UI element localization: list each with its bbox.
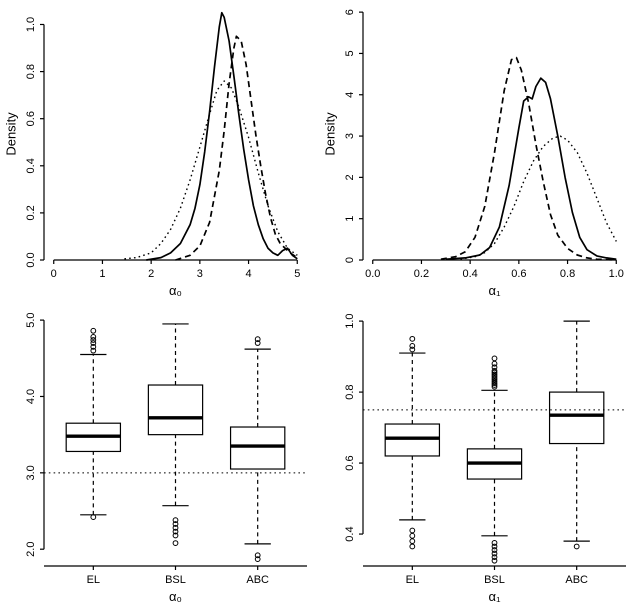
- boxplot-alpha0-canvas: 2.0 3.0 4.0 5.0 EL BSL ABC α₀: [25, 312, 307, 604]
- svg-text:0.4: 0.4: [25, 158, 37, 173]
- svg-text:α₀: α₀: [169, 589, 182, 604]
- svg-text:1: 1: [99, 268, 105, 280]
- svg-text:0: 0: [51, 268, 57, 280]
- density-panel-alpha0: 0.0 0.2 0.4 0.6 0.8 1.0 0 1 2 3 4 5 α₀ Density: [0, 0, 319, 306]
- svg-text:Density: Density: [4, 112, 19, 156]
- svg-text:3: 3: [344, 133, 356, 139]
- svg-text:5: 5: [344, 50, 356, 56]
- svg-text:2: 2: [344, 174, 356, 180]
- boxplot-panel-alpha0: 2.0 3.0 4.0 5.0 EL BSL ABC α₀: [0, 306, 319, 612]
- svg-text:0.6: 0.6: [25, 111, 37, 126]
- svg-text:1: 1: [344, 216, 356, 222]
- svg-text:6: 6: [344, 9, 356, 15]
- svg-text:EL: EL: [87, 574, 100, 586]
- svg-text:1.0: 1.0: [25, 17, 37, 32]
- svg-text:0.6: 0.6: [511, 268, 526, 280]
- svg-text:α₁: α₁: [489, 283, 502, 298]
- svg-text:α₀: α₀: [169, 283, 182, 298]
- svg-text:α₁: α₁: [489, 589, 502, 604]
- density-panel-alpha1: 0 1 2 3 4 5 6 0.0 0.2 0.4 0.6 0.8 1.0 α₁ Density: [319, 0, 638, 306]
- svg-text:3.0: 3.0: [25, 465, 37, 480]
- svg-text:0.4: 0.4: [462, 268, 477, 280]
- svg-text:ABC: ABC: [246, 574, 269, 586]
- density-plot-alpha1-canvas: 0 1 2 3 4 5 6 0.0 0.2 0.4 0.6 0.8 1.0 α₁ Density: [323, 9, 624, 298]
- svg-text:ABC: ABC: [565, 574, 588, 586]
- svg-text:4: 4: [344, 92, 356, 98]
- svg-text:0.2: 0.2: [25, 205, 37, 220]
- svg-text:0.0: 0.0: [365, 268, 380, 280]
- density-plot-alpha0-canvas: 0.0 0.2 0.4 0.6 0.8 1.0 0 1 2 3 4 5 α₀ Density: [4, 11, 300, 298]
- svg-text:0.0: 0.0: [25, 252, 37, 267]
- svg-text:4: 4: [245, 268, 251, 280]
- svg-text:0.6: 0.6: [344, 455, 356, 470]
- svg-text:0.8: 0.8: [25, 64, 37, 79]
- svg-text:0.8: 0.8: [344, 384, 356, 399]
- svg-text:3: 3: [197, 268, 203, 280]
- svg-text:Density: Density: [323, 112, 338, 156]
- svg-text:BSL: BSL: [484, 574, 505, 586]
- svg-text:0.4: 0.4: [344, 526, 356, 541]
- svg-text:0: 0: [344, 257, 356, 263]
- boxplot-alpha1-canvas: 0.4 0.6 0.8 1.0 EL BSL ABC α₁: [344, 313, 626, 604]
- svg-text:0.8: 0.8: [560, 268, 575, 280]
- svg-text:4.0: 4.0: [25, 389, 37, 404]
- svg-text:BSL: BSL: [165, 574, 186, 586]
- svg-text:EL: EL: [406, 574, 419, 586]
- boxplot-panel-alpha1: 0.4 0.6 0.8 1.0 EL BSL ABC α₁: [319, 306, 638, 612]
- svg-text:1.0: 1.0: [344, 313, 356, 328]
- svg-text:2: 2: [148, 268, 154, 280]
- svg-text:1.0: 1.0: [609, 268, 624, 280]
- svg-text:5.0: 5.0: [25, 312, 37, 327]
- svg-text:2.0: 2.0: [25, 542, 37, 557]
- svg-text:5: 5: [294, 268, 300, 280]
- svg-text:0.2: 0.2: [414, 268, 429, 280]
